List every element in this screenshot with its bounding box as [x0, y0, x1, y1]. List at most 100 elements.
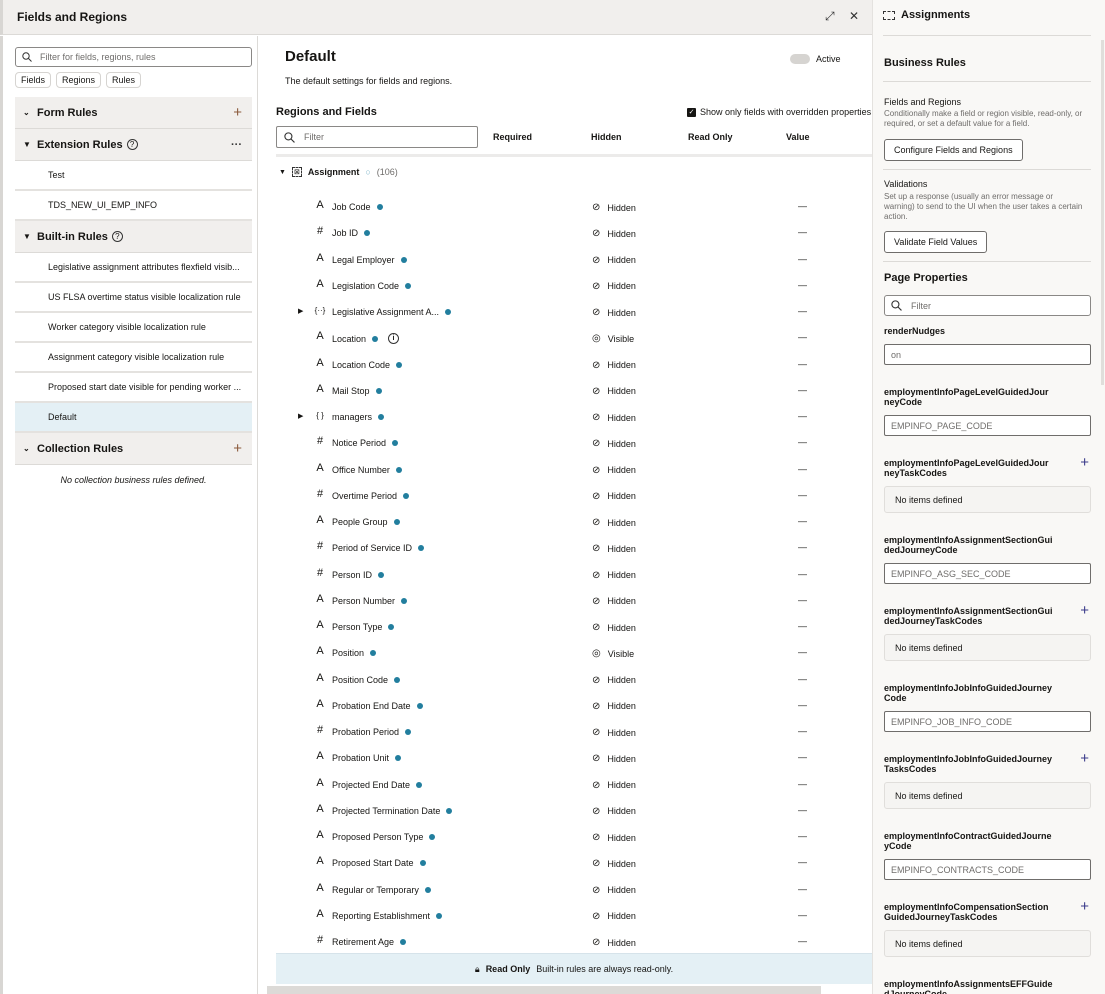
rule-item-selected[interactable]: Default: [15, 403, 252, 433]
object-type-icon: {··}: [314, 306, 326, 315]
table-row[interactable]: A Proposed Start Date ⊘ Hidden —: [276, 850, 872, 876]
close-icon[interactable]: ✕: [849, 9, 860, 23]
rule-item[interactable]: TDS_NEW_UI_EMP_INFO: [15, 191, 252, 221]
field-value: —: [798, 201, 807, 211]
help-icon[interactable]: ?: [111, 231, 123, 242]
chip-fields[interactable]: Fields: [15, 72, 52, 88]
text-type-icon: A: [316, 750, 324, 763]
section-collection-rules[interactable]: ⌄ Collection Rules +: [15, 433, 252, 465]
region-assignment[interactable]: ▼ ⊠ Assignment ○ (106): [279, 167, 398, 177]
rule-item[interactable]: Assignment category visible localization…: [15, 343, 252, 373]
checkbox-checked-icon[interactable]: ✓: [687, 107, 696, 117]
rule-item[interactable]: Legislative assignment attributes flexfi…: [15, 253, 252, 283]
add-icon[interactable]: +: [1080, 750, 1089, 767]
table-row[interactable]: A Projected Termination Date ⊘ Hidden —: [276, 798, 872, 824]
overridden-dot-icon: [445, 309, 452, 315]
overridden-dot-icon: [418, 545, 425, 552]
rules-search-input[interactable]: Filter for fields, regions, rules: [15, 47, 252, 67]
filter-placeholder: Filter: [304, 132, 324, 142]
overridden-dot-icon: [395, 755, 402, 762]
add-icon[interactable]: +: [233, 104, 242, 121]
page-property: employmentInfoContractGuidedJourneyCode E…: [884, 831, 1091, 880]
active-toggle[interactable]: Active: [790, 54, 841, 64]
page-property: employmentInfoJobInfoGuidedJourneyTasksC…: [884, 750, 1091, 809]
text-type-icon: A: [316, 514, 324, 526]
field-value: —: [798, 804, 807, 815]
table-row[interactable]: # Notice Period ⊘ Hidden —: [276, 430, 872, 456]
property-input[interactable]: EMPINFO_ASG_SEC_CODE: [884, 563, 1091, 584]
help-icon[interactable]: ?: [126, 139, 138, 150]
table-row[interactable]: A Person Number ⊘ Hidden —: [276, 588, 872, 614]
add-icon[interactable]: +: [1080, 898, 1089, 915]
table-row[interactable]: A People Group ⊘ Hidden —: [276, 509, 872, 535]
show-only-checkbox[interactable]: ✓ Show only fields with overridden proper…: [687, 107, 871, 117]
table-row[interactable]: # Probation Period ⊘ Hidden —: [276, 719, 872, 745]
toggle-switch[interactable]: [790, 54, 810, 64]
info-icon[interactable]: i: [388, 333, 400, 345]
rule-item[interactable]: Proposed start date visible for pending …: [15, 373, 252, 403]
validate-field-values-button[interactable]: Validate Field Values: [884, 231, 988, 253]
expand-icon[interactable]: ⤢: [825, 9, 835, 23]
validations-description: Set up a response (usually an error mess…: [884, 192, 1083, 221]
chip-regions[interactable]: Regions: [56, 72, 102, 88]
table-row[interactable]: A Person Type ⊘ Hidden —: [276, 614, 872, 640]
more-icon[interactable]: ···: [231, 138, 242, 151]
table-row[interactable]: A Proposed Person Type ⊘ Hidden —: [276, 824, 872, 850]
table-row[interactable]: A Legislation Code ⊘ Hidden —: [276, 273, 872, 299]
property-input[interactable]: EMPINFO_CONTRACTS_CODE: [884, 859, 1091, 880]
table-row[interactable]: ▶ {··} Legislative Assignment A... ⊘ Hidden —: [276, 299, 872, 325]
table-row[interactable]: A Job Code ⊘ Hidden —: [276, 194, 872, 220]
caret-right-icon[interactable]: ▶: [298, 308, 304, 315]
rule-item[interactable]: Worker category visible localization rul…: [15, 313, 252, 343]
table-row[interactable]: A Probation End Date ⊘ Hidden —: [276, 693, 872, 719]
table-row[interactable]: A Projected End Date ⊘ Hidden —: [276, 772, 872, 798]
table-row[interactable]: A Location i ◎ Visible —: [276, 325, 872, 351]
property-input[interactable]: on: [884, 344, 1091, 365]
field-value: —: [798, 358, 807, 369]
caret-right-icon[interactable]: ▶: [298, 413, 304, 420]
table-row[interactable]: A Mail Stop ⊘ Hidden —: [276, 378, 872, 404]
field-value: —: [798, 437, 807, 448]
section-builtin-rules[interactable]: ▼ Built-in Rules?: [15, 221, 252, 253]
table-row[interactable]: A Probation Unit ⊘ Hidden —: [276, 745, 872, 771]
rule-item[interactable]: Test: [15, 161, 252, 191]
table-row[interactable]: # Retirement Age ⊘ Hidden —: [276, 929, 872, 955]
overridden-dot-icon: [394, 676, 401, 683]
table-row[interactable]: A Location Code ⊘ Hidden —: [276, 352, 872, 378]
table-row[interactable]: A Legal Employer ⊘ Hidden —: [276, 247, 872, 273]
number-type-icon: #: [316, 540, 324, 553]
horizontal-scrollbar[interactable]: [267, 986, 821, 994]
property-label: employmentInfoContractGuidedJourneyCode: [884, 831, 1052, 851]
overridden-dot-icon: [424, 886, 431, 893]
table-row[interactable]: A Regular or Temporary ⊘ Hidden —: [276, 877, 872, 903]
section-extension-rules[interactable]: ▼ Extension Rules? ···: [15, 129, 252, 161]
add-icon[interactable]: +: [1080, 454, 1089, 471]
table-row[interactable]: # Job ID ⊘ Hidden —: [276, 220, 872, 246]
properties-filter-input[interactable]: Filter: [884, 295, 1091, 316]
table-row[interactable]: A Position Code ⊘ Hidden —: [276, 667, 872, 693]
table-row[interactable]: A Reporting Establishment ⊘ Hidden —: [276, 903, 872, 929]
table-row[interactable]: # Person ID ⊘ Hidden —: [276, 562, 872, 588]
property-input[interactable]: EMPINFO_JOB_INFO_CODE: [884, 711, 1091, 732]
table-row[interactable]: ▶ { } managers ⊘ Hidden —: [276, 404, 872, 430]
page-property: employmentInfoAssignmentSectionGuidedJou…: [884, 602, 1091, 661]
table-row[interactable]: # Overtime Period ⊘ Hidden —: [276, 483, 872, 509]
section-form-rules[interactable]: ⌄ Form Rules +: [15, 97, 252, 129]
fields-filter-input[interactable]: Filter: [276, 126, 478, 148]
caret-down-icon[interactable]: ▼: [279, 168, 286, 176]
property-input[interactable]: EMPINFO_PAGE_CODE: [884, 415, 1091, 436]
rule-item[interactable]: US FLSA overtime status visible localiza…: [15, 283, 252, 313]
add-icon[interactable]: +: [233, 440, 242, 457]
hidden-status: Hidden: [607, 386, 636, 397]
vertical-scrollbar[interactable]: [1101, 40, 1104, 385]
configure-fields-regions-button[interactable]: Configure Fields and Regions: [884, 139, 1023, 161]
table-row[interactable]: A Office Number ⊘ Hidden —: [276, 457, 872, 483]
table-row[interactable]: A Position ◎ Visible —: [276, 640, 872, 666]
chip-rules[interactable]: Rules: [106, 72, 142, 88]
section-label: Collection Rules: [37, 442, 124, 455]
overridden-dot-icon: [396, 361, 403, 368]
overridden-dot-icon: [393, 519, 400, 525]
add-icon[interactable]: +: [1080, 602, 1089, 619]
table-row[interactable]: # Period of Service ID ⊘ Hidden —: [276, 535, 872, 561]
hidden-status: Hidden: [607, 202, 636, 213]
